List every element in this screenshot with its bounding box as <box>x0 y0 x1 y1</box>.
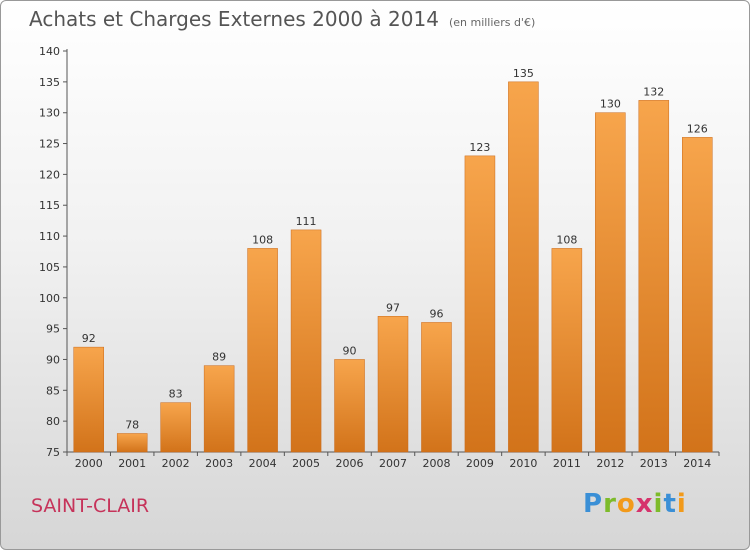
bar <box>377 316 409 453</box>
bar-value-label: 92 <box>82 332 96 345</box>
x-tick-label: 2011 <box>553 457 581 470</box>
x-tick-label: 2014 <box>683 457 711 470</box>
bar <box>638 100 670 453</box>
y-tick-label: 130 <box>39 107 60 120</box>
bar <box>551 248 583 453</box>
x-tick-label: 2001 <box>118 457 146 470</box>
x-tick-label: 2008 <box>422 457 450 470</box>
bar <box>116 433 148 453</box>
city-name: SAINT-CLAIR <box>31 495 150 517</box>
bar <box>334 359 365 453</box>
bar <box>464 155 496 453</box>
y-tick-label: 100 <box>39 292 60 305</box>
y-tick-label: 80 <box>46 415 60 428</box>
bar-value-label: 108 <box>556 233 577 246</box>
x-tick-label: 2007 <box>379 457 407 470</box>
brand-logo: Proxiti <box>583 489 687 519</box>
bar <box>247 248 278 453</box>
bar-value-label: 132 <box>643 85 664 98</box>
bar-value-label: 83 <box>169 388 183 401</box>
y-tick-label: 125 <box>39 138 60 151</box>
chart-unit: (en milliers d'€) <box>448 16 536 29</box>
y-tick-label: 95 <box>46 323 60 336</box>
y-tick-label: 105 <box>39 261 60 274</box>
y-tick-label: 135 <box>39 76 60 89</box>
y-tick-label: 75 <box>46 446 60 459</box>
bar-value-label: 111 <box>296 215 317 228</box>
data-labels: 92 78 83 89 108 111 90 97 96 123 135 108 130 132 126 <box>82 67 708 432</box>
x-tick-label: 2006 <box>336 457 364 470</box>
y-tick-label: 110 <box>39 230 60 243</box>
x-tick-label: 2013 <box>640 457 668 470</box>
y-tick-label: 140 <box>39 45 60 58</box>
bar <box>203 365 235 453</box>
bar-value-label: 90 <box>343 344 357 357</box>
bar-value-label: 123 <box>469 141 490 154</box>
bar <box>290 229 322 453</box>
x-tick-label: 2012 <box>596 457 624 470</box>
x-tick-label: 2010 <box>509 457 537 470</box>
axes: 75 80 85 90 95 100 105 110 115 120 125 130 135 140 200… <box>39 45 720 470</box>
y-tick-label: 90 <box>46 353 60 366</box>
bar <box>160 402 191 453</box>
chart-title: Achats et Charges Externes 2000 à 2014 <box>29 7 439 31</box>
bar-value-label: 135 <box>513 67 534 80</box>
bar-value-label: 108 <box>252 233 273 246</box>
bar-value-label: 78 <box>125 418 139 431</box>
x-tick-label: 2002 <box>162 457 190 470</box>
x-tick-label: 2004 <box>249 457 277 470</box>
bar-value-label: 89 <box>212 351 226 364</box>
x-tick-label: 2009 <box>466 457 494 470</box>
bar <box>73 346 104 453</box>
bar-value-label: 130 <box>600 98 621 111</box>
bar-value-label: 97 <box>386 301 400 314</box>
x-tick-label: 2000 <box>75 457 103 470</box>
bars <box>73 81 713 453</box>
x-tick-label: 2005 <box>292 457 320 470</box>
x-tick-label: 2003 <box>205 457 233 470</box>
bar <box>508 81 539 453</box>
bar <box>421 322 452 453</box>
bar <box>595 112 626 453</box>
bar <box>682 137 713 453</box>
title-row: Achats et Charges Externes 2000 à 2014 (e… <box>29 7 535 31</box>
y-tick-label: 115 <box>39 199 60 212</box>
y-tick-label: 85 <box>46 384 60 397</box>
bar-value-label: 126 <box>687 122 708 135</box>
y-tick-label: 120 <box>39 168 60 181</box>
bar-value-label: 96 <box>429 307 443 320</box>
